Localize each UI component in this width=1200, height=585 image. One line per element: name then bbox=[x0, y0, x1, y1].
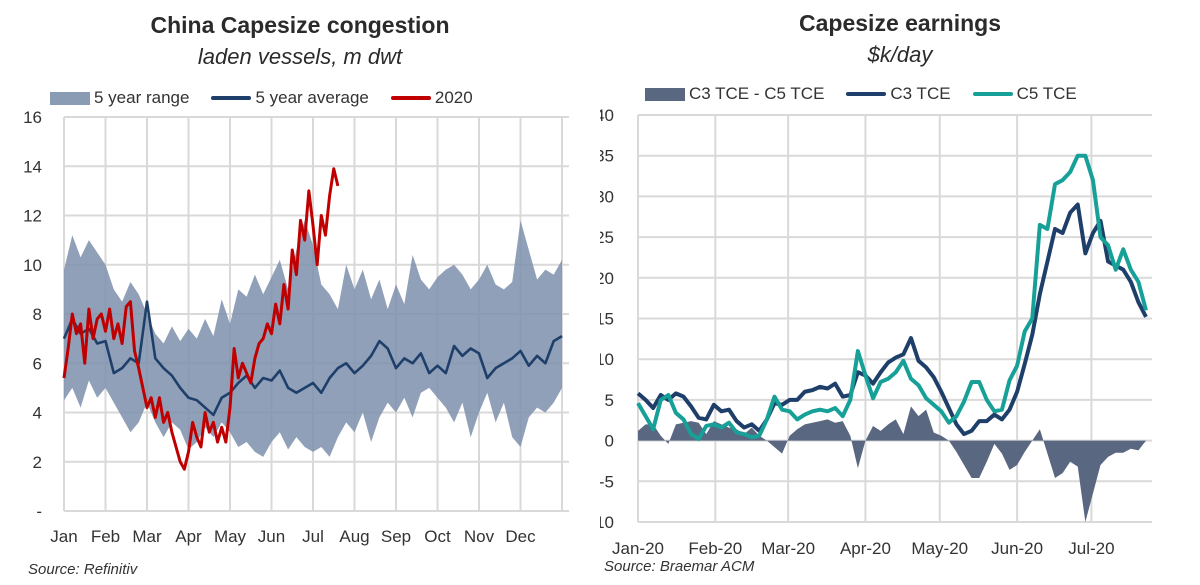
y-tick-label: 25 bbox=[600, 228, 614, 247]
x-tick-label: Mar-20 bbox=[761, 539, 815, 558]
legend-item-5yr-average: 5 year average bbox=[211, 88, 369, 108]
legend-item-c3: C3 TCE bbox=[846, 84, 951, 104]
series-c3-minus-c5-area bbox=[638, 406, 1146, 522]
chart-source: Source: Braemar ACM bbox=[604, 558, 755, 575]
y-tick-label: 40 bbox=[600, 106, 614, 125]
x-tick-label: Apr-20 bbox=[840, 539, 891, 558]
y-tick-label: 12 bbox=[23, 207, 42, 226]
y-tick-label: -10 bbox=[600, 513, 614, 532]
legend-item-c3-minus-c5: C3 TCE - C5 TCE bbox=[645, 84, 824, 104]
series-c3-tce-line bbox=[636, 202, 1148, 437]
x-tick-label: Nov bbox=[464, 527, 495, 546]
y-tick-label: 14 bbox=[23, 157, 42, 176]
chart-legend: C3 TCE - C5 TCE C3 TCE C5 TCE bbox=[645, 84, 1099, 104]
chart-source: Source: Refinitiv bbox=[28, 561, 138, 578]
chart-subtitle: laden vessels, m dwt bbox=[197, 44, 403, 69]
y-tick-label: -5 bbox=[600, 472, 614, 491]
legend-swatch bbox=[645, 87, 685, 101]
y-tick-label: 5 bbox=[605, 391, 614, 410]
series-c5-tce-line bbox=[636, 153, 1148, 441]
legend-swatch bbox=[211, 96, 252, 100]
left-chart-panel: China Capesize congestion laden vessels,… bbox=[23, 12, 569, 578]
y-tick-label: 16 bbox=[23, 108, 42, 127]
y-tick-label: 0 bbox=[605, 432, 614, 451]
x-tick-label: Feb bbox=[91, 527, 120, 546]
y-tick-label: 10 bbox=[600, 350, 614, 369]
legend-item-5yr-range: 5 year range bbox=[50, 88, 189, 108]
x-tick-label: Jun bbox=[258, 527, 285, 546]
y-tick-label: 6 bbox=[33, 354, 42, 373]
chart-title: Capesize earnings bbox=[799, 10, 1001, 36]
y-tick-label: 8 bbox=[33, 305, 42, 324]
y-tick-label: - bbox=[36, 502, 42, 521]
x-tick-label: Aug bbox=[339, 527, 369, 546]
y-tick-label: 10 bbox=[23, 256, 42, 275]
series-5-year-average-line bbox=[62, 300, 563, 417]
y-tick-label: 4 bbox=[33, 404, 42, 423]
chart-subtitle: $k/day bbox=[867, 42, 933, 67]
legend-label: 5 year range bbox=[94, 88, 190, 107]
x-tick-label: Oct bbox=[424, 527, 451, 546]
chart-title: China Capesize congestion bbox=[150, 12, 450, 38]
legend-item-2020: 2020 bbox=[390, 88, 473, 108]
y-tick-label: 35 bbox=[600, 147, 614, 166]
x-tick-label: Jul bbox=[302, 527, 324, 546]
x-tick-label: Apr bbox=[175, 527, 202, 546]
x-tick-label: Jun-20 bbox=[991, 539, 1043, 558]
x-tick-label: Sep bbox=[381, 527, 411, 546]
legend-item-c5: C5 TCE bbox=[972, 84, 1077, 104]
earnings-chart: -10 -5 0 5 10 15 20 25 30 35 40 Jan-20 Feb-20 Mar-20 A… bbox=[600, 106, 1152, 558]
legend-label: 2020 bbox=[434, 88, 473, 107]
legend-label: 5 year average bbox=[255, 88, 369, 107]
chart-legend: 5 year range 5 year average 2020 bbox=[50, 88, 495, 108]
y-tick-label: 30 bbox=[600, 187, 614, 206]
x-tick-label: May-20 bbox=[911, 539, 968, 558]
x-tick-label: Jan-20 bbox=[612, 539, 664, 558]
y-tick-label: 15 bbox=[600, 310, 614, 329]
legend-label: C3 TCE - C5 TCE bbox=[689, 84, 825, 103]
legend-swatch bbox=[972, 92, 1013, 96]
y-tick-label: 20 bbox=[600, 269, 614, 288]
legend-swatch bbox=[50, 91, 90, 105]
legend-label: C3 TCE bbox=[890, 84, 951, 103]
legend-swatch bbox=[846, 92, 887, 96]
x-tick-label: Mar bbox=[132, 527, 162, 546]
x-tick-label: Jul-20 bbox=[1068, 539, 1114, 558]
series-2020-line bbox=[62, 167, 340, 471]
series-5-year-range-band bbox=[64, 220, 562, 457]
legend-label: C5 TCE bbox=[1016, 84, 1077, 103]
legend-swatch bbox=[390, 96, 431, 100]
x-tick-label: Jan bbox=[50, 527, 77, 546]
right-chart-panel: Capesize earnings $k/day C3 TCE - C5 TCE… bbox=[600, 0, 1200, 585]
x-tick-label: Dec bbox=[505, 527, 536, 546]
y-tick-label: 2 bbox=[33, 453, 42, 472]
congestion-chart: - 2 4 6 8 10 12 14 16 Jan Feb Mar Apr May Jun Jul Aug Sep… bbox=[23, 108, 569, 546]
x-tick-label: Feb-20 bbox=[688, 539, 742, 558]
x-tick-label: May bbox=[214, 527, 247, 546]
